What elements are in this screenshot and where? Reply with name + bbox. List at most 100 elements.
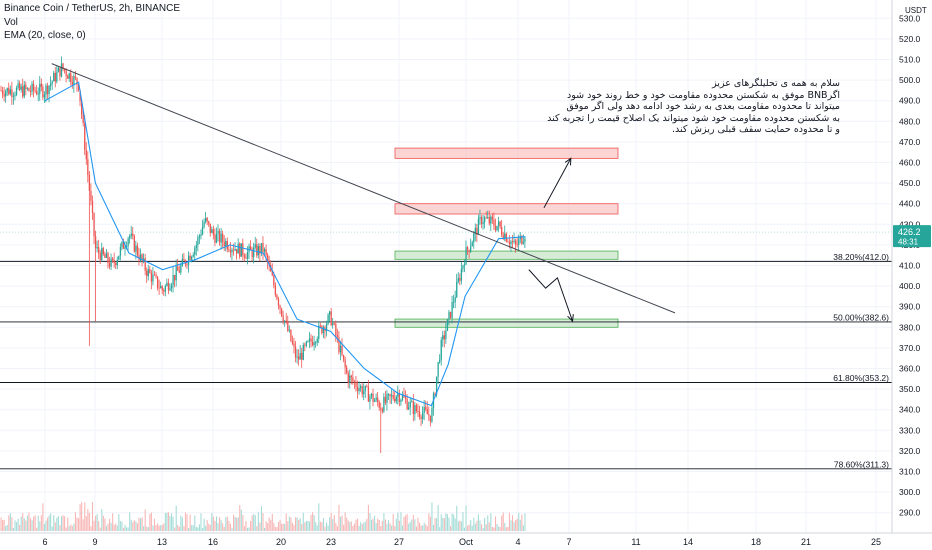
volume-bar (215, 516, 218, 531)
volume-bar (450, 526, 452, 531)
candle-body (468, 250, 470, 252)
volume-bar (386, 523, 388, 531)
candle-body (167, 282, 170, 291)
trendline (51, 63, 676, 314)
candle-body (463, 264, 466, 266)
price-tick-label: 390.0 (899, 302, 921, 312)
candle-body (82, 114, 84, 123)
candles (0, 56, 526, 453)
volume-bar (327, 525, 329, 531)
price-tick-label: 510.0 (899, 55, 921, 65)
candle-body (287, 320, 289, 331)
candle-body (25, 84, 27, 89)
time-tick-label: 18 (751, 537, 761, 547)
volume-bar (485, 524, 487, 531)
volume-bar (248, 527, 250, 531)
candle-body (3, 94, 5, 97)
candle-body (429, 415, 432, 422)
volume-bar (54, 522, 56, 531)
volume-bar (477, 514, 479, 531)
candle-body (406, 398, 408, 410)
volume-bar (104, 518, 106, 531)
candle-body (451, 302, 453, 318)
volume-bar (318, 503, 320, 531)
candle-body (508, 242, 511, 245)
price-tick-label: 530.0 (899, 13, 921, 23)
candle-body (499, 221, 501, 227)
candle-body (141, 254, 143, 261)
candle-body (98, 247, 100, 254)
resistance-zone (394, 147, 619, 159)
volume-bar (87, 508, 89, 531)
volume-bar (214, 520, 216, 531)
volume-bar (290, 517, 292, 531)
candle-body (515, 240, 517, 245)
candle-body (96, 247, 98, 249)
volume-bar (78, 518, 80, 531)
volume-bar (284, 523, 286, 531)
candle-body (381, 408, 383, 412)
volume-bar (482, 527, 484, 531)
volume-bar (336, 526, 338, 531)
candle-body (490, 216, 492, 224)
time-tick-label: 25 (871, 537, 881, 547)
volume-bar (229, 523, 231, 531)
volume-bar (487, 515, 489, 531)
candle-body (245, 257, 247, 259)
volume-bar (465, 505, 467, 531)
time-tick-label: 20 (276, 537, 286, 547)
volume-bar (513, 522, 515, 531)
volume-bar (118, 514, 120, 531)
time-tick-label: 23 (326, 537, 336, 547)
volume-bar (191, 525, 193, 531)
volume-bar (279, 519, 281, 531)
volume-bar (349, 522, 351, 531)
candle-body (0, 90, 2, 92)
candle-body (14, 94, 16, 96)
candle-body (15, 87, 18, 95)
candle-body (254, 244, 256, 248)
candle-body (347, 373, 349, 383)
candle-body (299, 353, 301, 360)
volume-legend: Vol (4, 17, 18, 28)
candle-body (102, 248, 104, 255)
candle-body (34, 90, 36, 92)
volume-bar (126, 527, 128, 531)
volume-bar (136, 523, 138, 531)
candle-body (477, 218, 480, 235)
volume-bar (251, 515, 253, 531)
candle-body (394, 398, 396, 402)
volume-bar (48, 515, 50, 531)
volume-bar (377, 518, 379, 531)
volume-bar (73, 523, 75, 531)
volume-bar (501, 515, 503, 531)
volume-bar (375, 523, 377, 531)
candle-body (231, 249, 233, 253)
volume-bar (456, 505, 458, 531)
candle-body (223, 241, 225, 247)
volume-bar (415, 526, 417, 531)
candle-body (428, 414, 430, 416)
volume-bar (329, 517, 331, 531)
candle-body (108, 262, 111, 267)
volume-bar (307, 520, 309, 531)
candle-body (186, 264, 188, 266)
candle-body (53, 72, 55, 82)
volume-bar (462, 512, 464, 531)
candle-body (187, 255, 190, 265)
symbol-title: Binance Coin / TetherUS, 2h, BINANCE (4, 3, 181, 14)
volume-bar (414, 519, 416, 531)
candle-body (158, 287, 160, 289)
candle-body (276, 295, 278, 300)
price-tick-label: 330.0 (899, 425, 921, 435)
price-tick-label: 460.0 (899, 158, 921, 168)
volume-bar (57, 516, 59, 531)
candle-body (448, 311, 450, 320)
candle-body (57, 67, 60, 73)
price-tick-label: 500.0 (899, 75, 921, 85)
volume-bar (490, 513, 492, 531)
volume-bar (246, 527, 249, 531)
candle-body (325, 324, 328, 332)
candle-body (127, 238, 129, 246)
